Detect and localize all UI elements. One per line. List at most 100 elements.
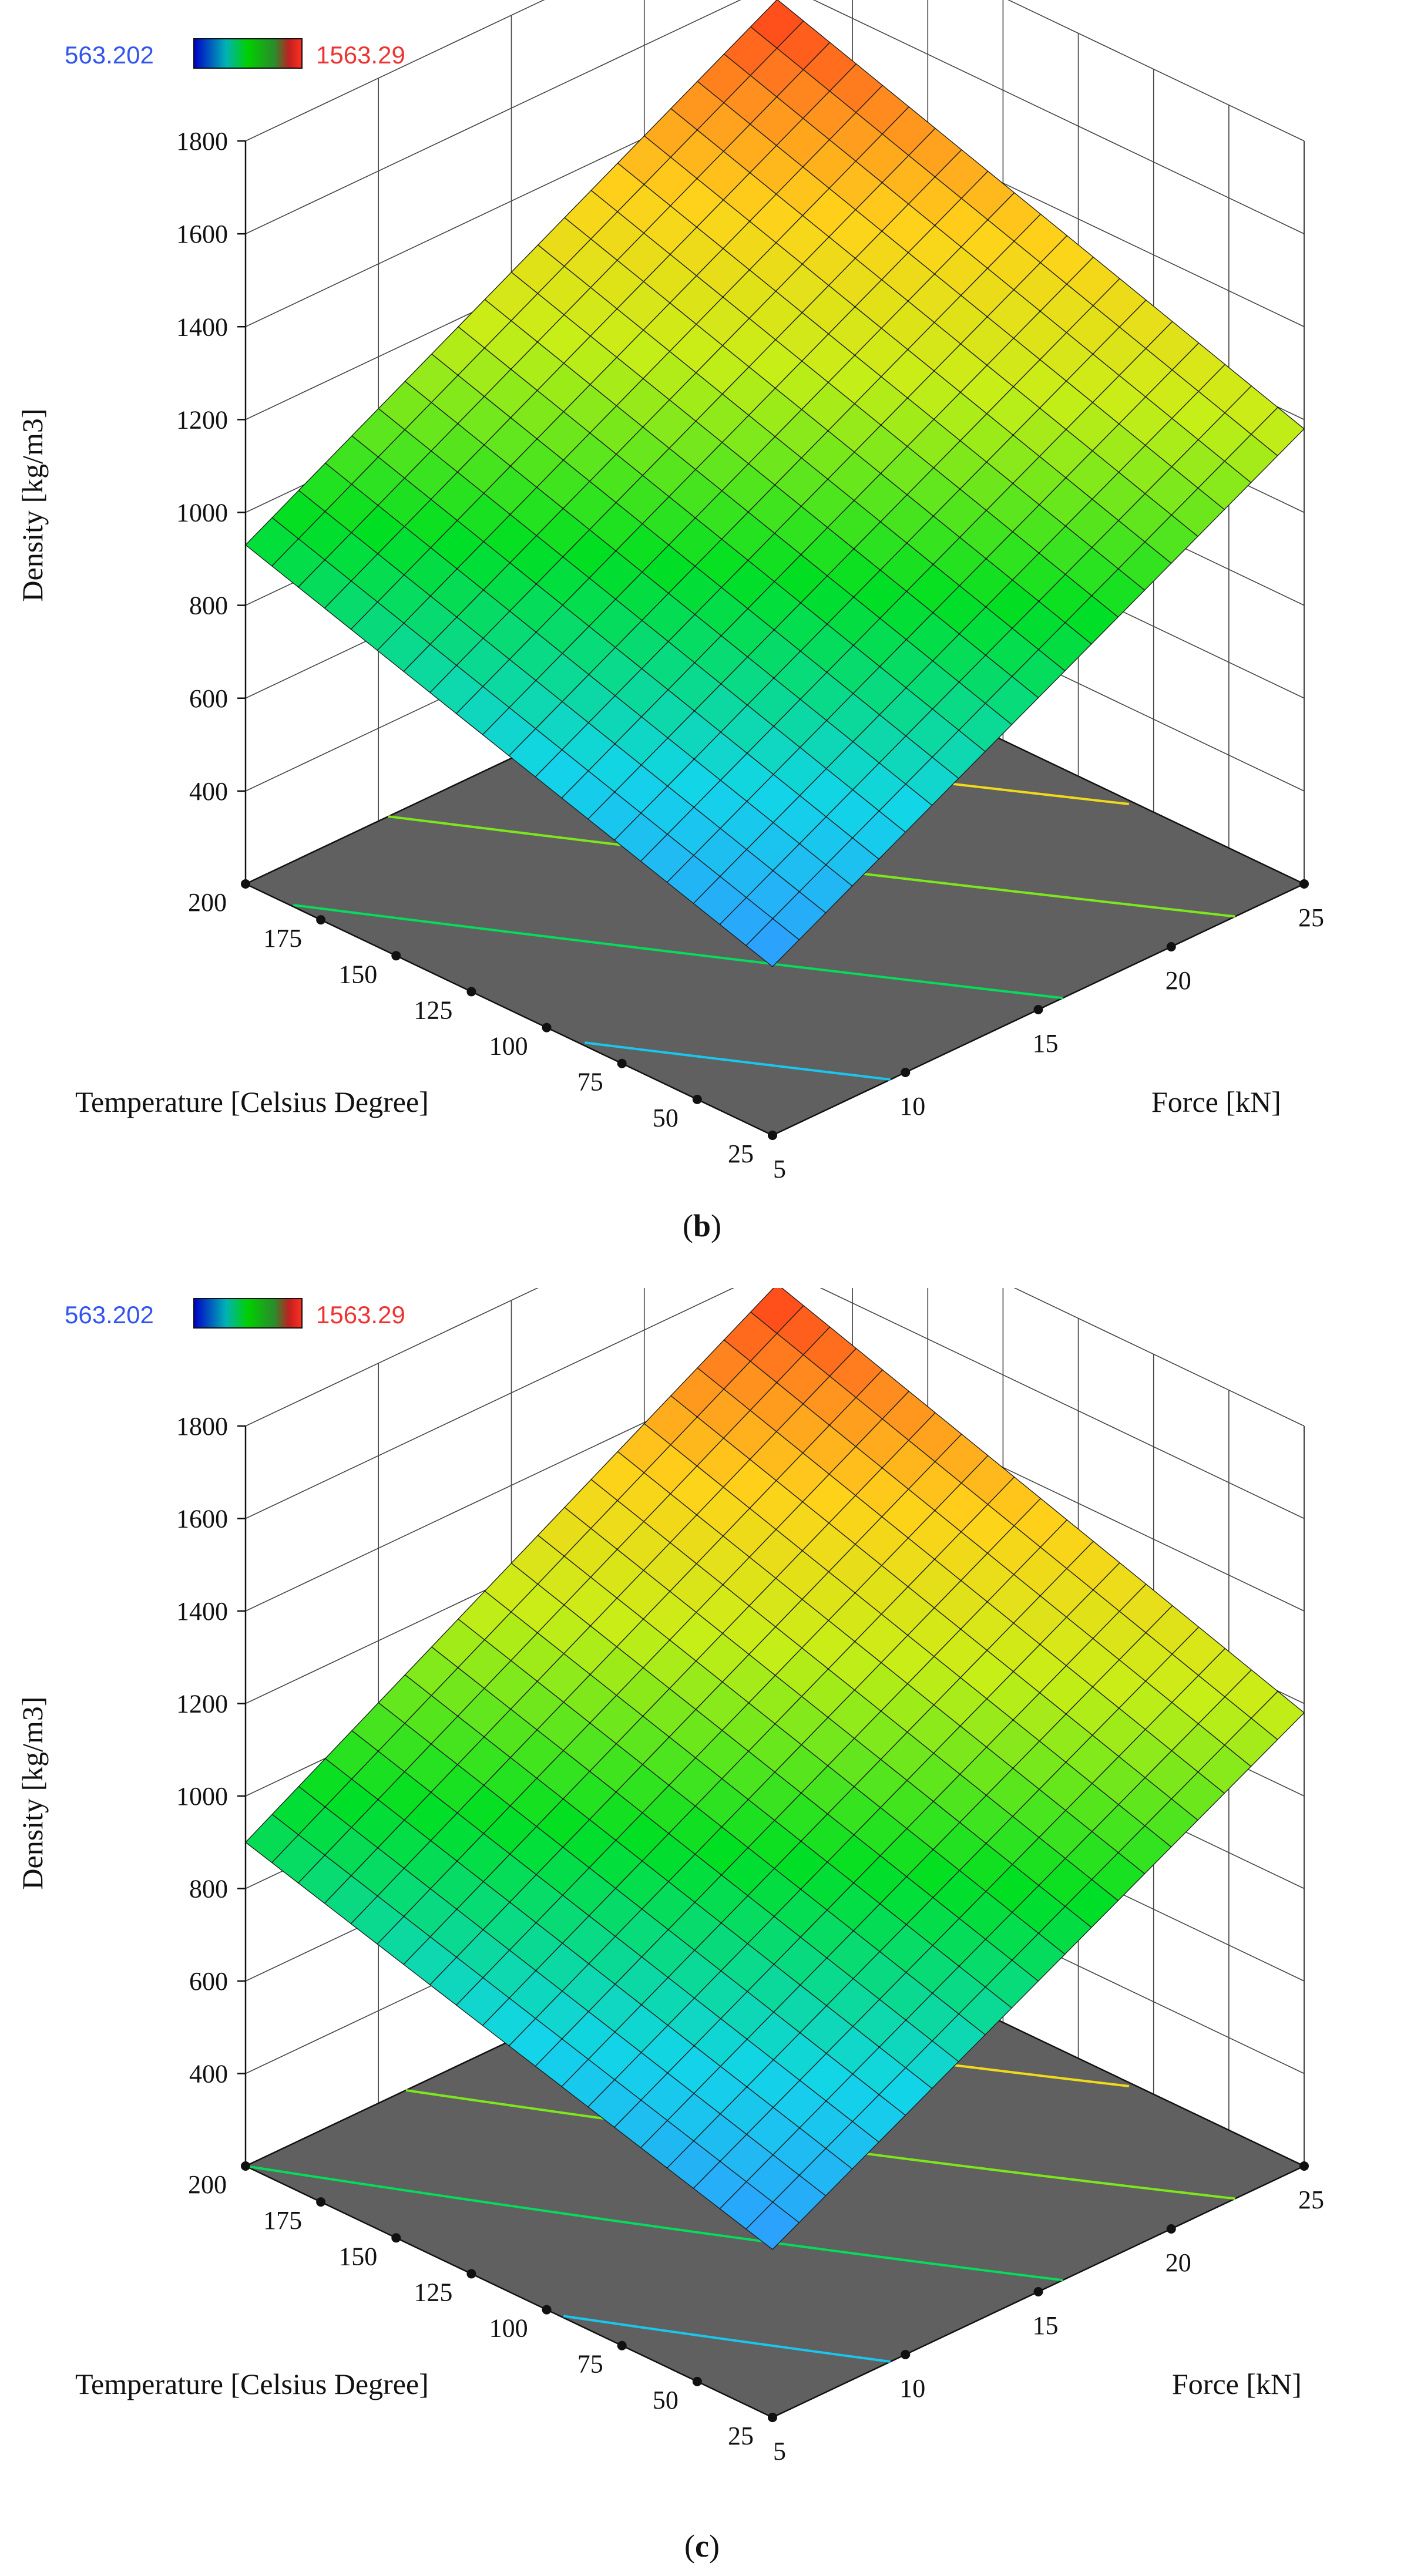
temperature-tick-label: 125 <box>414 996 452 1024</box>
surface-cell <box>745 2201 800 2250</box>
temperature-tick-label: 50 <box>653 1104 679 1132</box>
z-tick-label: 1400 <box>176 312 228 341</box>
color-legend: 563.202 1563.29 <box>65 38 405 69</box>
z-tick-label: 1200 <box>176 1690 228 1719</box>
temperature-tick-label: 100 <box>489 1032 528 1061</box>
z-axis: 400 600 800 1000 1200 1400 1600 1800 <box>176 1412 247 2166</box>
temperature-tick-mark <box>391 951 401 961</box>
temperature-tick-mark <box>617 1058 627 1068</box>
temperature-tick-mark <box>466 2269 476 2279</box>
surface-cell <box>745 918 800 967</box>
wall-z-gridline <box>245 1288 1305 1427</box>
temperature-tick-label: 75 <box>577 1068 603 1097</box>
force-tick-label: 15 <box>1033 1029 1059 1058</box>
temperature-tick-label: 25 <box>728 1139 754 1168</box>
temperature-tick-mark <box>692 2376 702 2386</box>
temperature-tick-mark <box>617 2340 627 2350</box>
panel-caption: (b) <box>683 1208 721 1243</box>
caption-paren-close: ) <box>711 1208 721 1243</box>
z-axis-title: Density [kg/m3] <box>16 1696 49 1889</box>
force-tick-mark <box>1299 879 1309 889</box>
caption-letter: b <box>693 1208 711 1243</box>
force-tick-mark <box>1033 2287 1043 2296</box>
force-tick-label: 20 <box>1165 2248 1191 2277</box>
force-axis: 5 10 15 20 25 <box>768 879 1324 1183</box>
temperature-axis-title: Temperature [Celsius Degree] <box>75 1085 429 1118</box>
z-axis-title: Density [kg/m3] <box>16 408 49 601</box>
legend-max-label: 1563.29 <box>316 1301 405 1329</box>
temperature-tick-label: 50 <box>653 2386 679 2414</box>
force-tick-label: 25 <box>1298 2185 1324 2214</box>
temperature-tick-label: 150 <box>338 2242 377 2271</box>
z-tick-label: 1800 <box>176 1412 228 1441</box>
z-axis: 400 600 800 1000 1200 1400 1600 1800 <box>176 127 247 884</box>
caption-paren-close: ) <box>709 2528 720 2564</box>
wall-z-gridline <box>245 0 1305 234</box>
temperature-tick-mark <box>466 987 476 997</box>
wall-z-gridline <box>245 0 1305 142</box>
force-tick-label: 15 <box>1033 2311 1059 2340</box>
temperature-axis: 200 175 150 125 100 75 50 25 <box>188 2161 777 2450</box>
temperature-tick-label: 200 <box>188 2170 227 2199</box>
z-tick-label: 1000 <box>176 1782 228 1811</box>
contour-line <box>563 2315 891 2363</box>
force-tick-mark <box>1033 1005 1043 1014</box>
z-tick-label: 400 <box>189 2060 228 2089</box>
force-tick-mark <box>1166 942 1176 951</box>
caption-letter: c <box>695 2528 709 2564</box>
z-tick-label: 1600 <box>176 220 228 248</box>
z-tick-label: 600 <box>189 1967 228 1996</box>
legend-min-label: 563.202 <box>65 41 154 69</box>
temperature-tick-mark <box>542 1023 552 1033</box>
contour-line <box>585 1041 891 1081</box>
legend-max-label: 1563.29 <box>316 41 405 69</box>
legend-colorbar <box>193 38 303 69</box>
temperature-tick-label: 175 <box>263 2206 302 2235</box>
z-tick-label: 1200 <box>176 405 228 434</box>
force-tick-mark <box>1166 2224 1176 2234</box>
temperature-tick-label: 150 <box>338 960 377 988</box>
contour-line <box>245 2165 1063 2282</box>
force-tick-mark <box>901 1068 911 1077</box>
temperature-tick-mark <box>316 2197 326 2207</box>
temperature-tick-label: 200 <box>188 888 227 917</box>
panel-caption: (c) <box>684 2528 720 2564</box>
force-tick-label: 25 <box>1298 903 1324 932</box>
force-tick-label: 20 <box>1165 966 1191 995</box>
force-axis-title: Force [kN] <box>1172 2368 1302 2400</box>
legend-min-label: 563.202 <box>65 1301 154 1329</box>
z-tick-label: 800 <box>189 1875 228 1904</box>
temperature-tick-mark <box>542 2305 552 2315</box>
legend-colorbar <box>193 1298 303 1329</box>
force-tick-mark <box>768 1131 777 1140</box>
surface-chart-c: 400 600 800 1000 1200 1400 1600 1800 Density [kg… <box>16 1288 1324 2564</box>
temperature-tick-mark <box>316 915 326 925</box>
z-tick-label: 400 <box>189 777 228 806</box>
force-tick-label: 5 <box>773 1155 786 1183</box>
z-tick-label: 1600 <box>176 1505 228 1534</box>
temperature-tick-label: 75 <box>577 2350 603 2379</box>
temperature-tick-label: 100 <box>489 2314 528 2343</box>
force-tick-label: 10 <box>899 2374 925 2403</box>
force-axis: 5 10 15 20 25 <box>768 2161 1324 2466</box>
force-axis-title: Force [kN] <box>1151 1085 1281 1118</box>
caption-paren-open: ( <box>683 1208 693 1243</box>
contour-line <box>293 904 1063 1000</box>
z-tick-label: 1800 <box>176 127 228 156</box>
temperature-tick-label: 175 <box>263 924 302 953</box>
surface-chart-b: 400 600 800 1000 1200 1400 1600 1800 Density [kg… <box>16 0 1324 1243</box>
wall-z-gridline <box>245 1288 1305 1519</box>
temperature-axis: 200 175 150 125 100 75 50 25 <box>188 879 777 1168</box>
force-tick-mark <box>1299 2161 1309 2171</box>
response-surface <box>245 1288 1305 2250</box>
z-tick-label: 800 <box>189 591 228 620</box>
temperature-tick-mark <box>692 1094 702 1104</box>
z-tick-label: 1000 <box>176 499 228 527</box>
temperature-axis-title: Temperature [Celsius Degree] <box>75 2368 429 2400</box>
temperature-tick-mark <box>241 2161 250 2171</box>
temperature-tick-mark <box>241 879 250 889</box>
force-tick-label: 5 <box>773 2437 786 2466</box>
temperature-tick-label: 25 <box>728 2422 754 2450</box>
force-tick-mark <box>901 2350 911 2359</box>
force-tick-label: 10 <box>899 1092 925 1121</box>
